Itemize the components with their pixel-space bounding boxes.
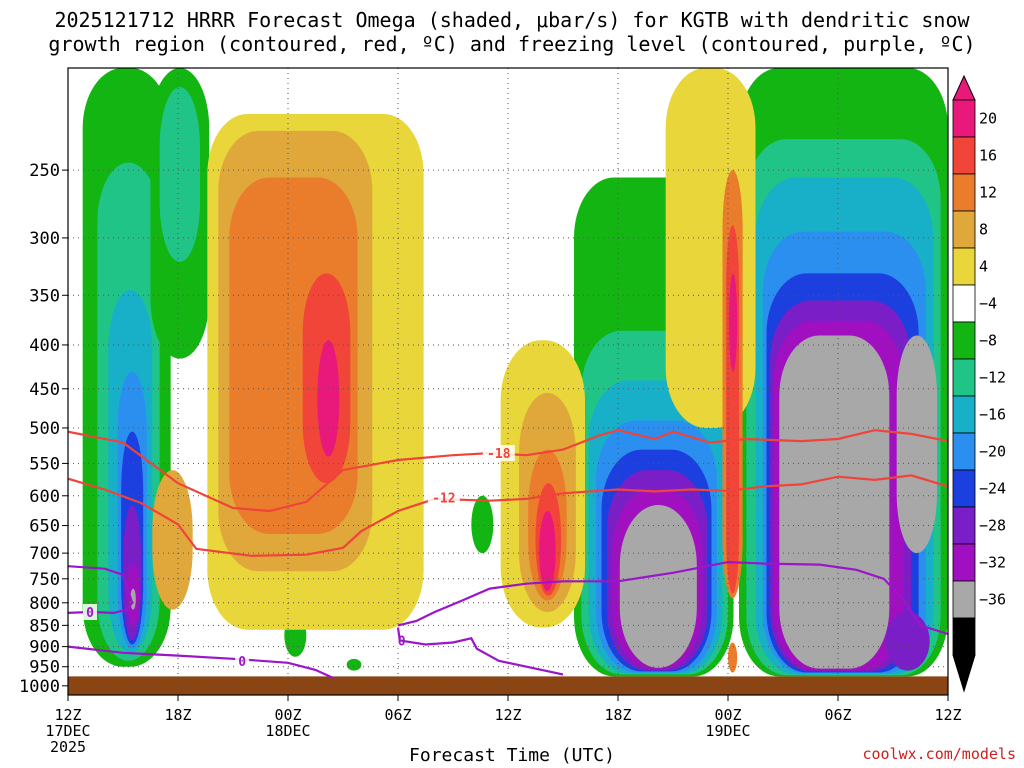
colorbar-swatch <box>952 432 976 471</box>
chart-title-line-1: 2025121712 HRRR Forecast Omega (shaded, … <box>54 8 970 32</box>
freezing-level-line <box>397 560 948 636</box>
y-tick-label: 300 <box>29 229 60 249</box>
omega-region <box>152 470 193 610</box>
credit-link[interactable]: coolwx.com/models <box>862 745 1016 763</box>
omega-region <box>896 335 937 554</box>
y-tick-label: 800 <box>29 594 60 614</box>
y-tick-label: 500 <box>29 419 60 439</box>
omega-region <box>728 642 738 673</box>
omega-region <box>471 495 494 554</box>
x-tick-label: 19DEC <box>705 722 750 740</box>
freezing-level-label: 0 <box>86 606 94 621</box>
colorbar-level-label: −24 <box>979 480 1006 498</box>
colorbar-level-label: −36 <box>979 591 1006 609</box>
colorbar-level-label: 4 <box>979 258 988 276</box>
colorbar-level-label: −12 <box>979 369 1006 387</box>
colorbar-swatch <box>952 395 976 434</box>
x-tick-label: 12Z <box>494 706 521 724</box>
colorbar-swatch <box>952 617 976 656</box>
colorbar-swatch <box>952 543 976 582</box>
dgz-contour-line <box>68 474 948 557</box>
colorbar-level-label: −28 <box>979 517 1006 535</box>
x-tick-label: 18DEC <box>265 722 310 740</box>
omega-region <box>885 611 930 671</box>
colorbar-swatch <box>952 580 976 619</box>
contour-label-bg <box>482 445 515 462</box>
x-tick-label: 2025 <box>50 738 86 756</box>
chart-title-line-2: growth region (contoured, red, ºC) and f… <box>48 32 976 56</box>
colorbar-level-label: 16 <box>979 147 997 165</box>
colorbar-swatch <box>952 284 976 323</box>
colorbar-level-label: −4 <box>979 295 997 313</box>
x-tick-label: 00Z <box>274 706 301 724</box>
colorbar-swatch <box>952 136 976 175</box>
colorbar-swatch <box>952 99 976 138</box>
omega-region <box>619 504 697 668</box>
y-tick-label: 650 <box>29 517 60 537</box>
colorbar-swatch <box>952 321 976 360</box>
omega-region <box>779 335 890 669</box>
x-tick-label: 17DEC <box>45 722 90 740</box>
x-tick-label: 18Z <box>604 706 631 724</box>
colorbar-swatch <box>952 358 976 397</box>
omega-region <box>728 273 738 372</box>
colorbar-level-label: −32 <box>979 554 1006 572</box>
y-tick-label: 400 <box>29 336 60 356</box>
colorbar-swatch <box>952 506 976 545</box>
colorbar-level-label: 20 <box>979 110 997 128</box>
colorbar-swatch <box>952 469 976 508</box>
colorbar-swatch <box>952 173 976 212</box>
omega-region <box>159 87 200 262</box>
colorbar-level-label: −8 <box>979 332 997 350</box>
y-tick-label: 750 <box>29 570 60 590</box>
dgz-contour-label: -12 <box>432 492 455 507</box>
colorbar-swatch <box>952 210 976 249</box>
colorbar-bottom-arrow <box>952 654 976 693</box>
dgz-contour-label: -18 <box>487 447 511 462</box>
colorbar-level-label: 12 <box>979 184 997 202</box>
y-tick-label: 850 <box>29 616 60 636</box>
freezing-level-line <box>396 627 564 676</box>
y-tick-label: 450 <box>29 380 60 400</box>
dgz-contour-line <box>68 429 948 513</box>
contour-label-bg <box>235 652 250 669</box>
shading-layer: -18 -12 0 0 0 <box>68 68 948 695</box>
y-tick-label: 250 <box>29 161 60 181</box>
omega-region <box>346 658 362 671</box>
y-tick-label: 700 <box>29 544 60 564</box>
contour-label-bg <box>83 603 97 620</box>
contour-label-bg <box>427 489 460 506</box>
freezing-level-line <box>68 645 335 680</box>
colorbar-swatch <box>952 247 976 286</box>
y-tick-label: 1000 <box>19 677 60 697</box>
colorbar-level-label: −20 <box>979 443 1006 461</box>
x-tick-label: 12Z <box>934 706 961 724</box>
x-axis-label: Forecast Time (UTC) <box>409 745 615 766</box>
y-tick-label: 350 <box>29 286 60 306</box>
x-tick-label: 12Z <box>54 706 81 724</box>
x-tick-label: 06Z <box>824 706 851 724</box>
y-tick-label: 600 <box>29 487 60 507</box>
x-tick-label: 00Z <box>714 706 741 724</box>
y-tick-label: 900 <box>29 638 60 658</box>
x-tick-label: 18Z <box>164 706 191 724</box>
y-tick-label: 950 <box>29 658 60 678</box>
omega-region <box>317 340 340 457</box>
colorbar-top-arrow <box>952 74 976 101</box>
x-tick-label: 06Z <box>384 706 411 724</box>
freezing-level-label: 0 <box>398 634 406 649</box>
colorbar-level-label: 8 <box>979 221 988 239</box>
colorbar-level-label: −16 <box>979 406 1006 424</box>
freezing-level-label: 0 <box>238 655 246 670</box>
y-tick-label: 550 <box>29 454 60 474</box>
omega-region <box>539 510 556 591</box>
